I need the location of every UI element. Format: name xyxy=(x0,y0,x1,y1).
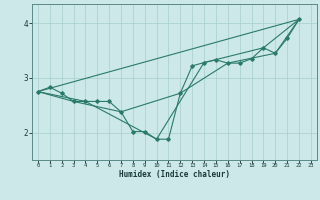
X-axis label: Humidex (Indice chaleur): Humidex (Indice chaleur) xyxy=(119,170,230,179)
